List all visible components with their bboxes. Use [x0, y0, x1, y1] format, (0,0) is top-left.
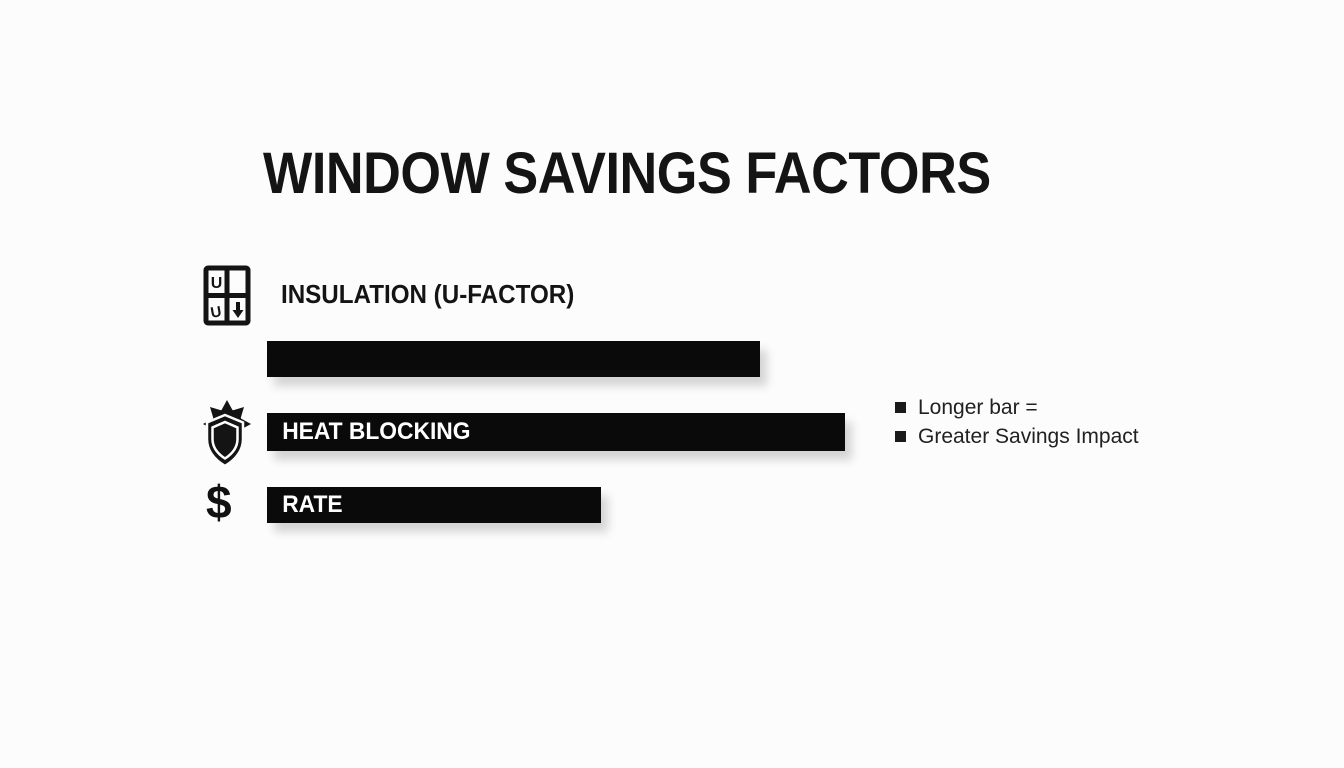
heat-blocking-bar: HEAT BLOCKING — [267, 413, 845, 451]
dollar-icon: $ — [206, 476, 232, 528]
square-bullet-icon — [895, 402, 906, 413]
window-u-factor-icon: U U — [203, 265, 251, 326]
legend-text-2: Greater Savings Impact — [918, 425, 1139, 448]
legend-line-1: Longer bar = — [895, 395, 1139, 420]
sun-shield-icon — [203, 400, 251, 468]
u-letter-top: U — [211, 275, 223, 292]
insulation-label: INSULATION (U-FACTOR) — [281, 279, 575, 309]
legend-text-1: Longer bar = — [918, 396, 1038, 419]
square-bullet-icon — [895, 431, 906, 442]
u-letter-bottom: U — [209, 303, 223, 322]
insulation-bar — [267, 341, 760, 377]
rate-label: RATE — [282, 491, 343, 518]
legend-line-2: Greater Savings Impact — [895, 424, 1139, 449]
shield-icon — [205, 413, 245, 468]
page-title: WINDOW SAVINGS FACTORS — [263, 141, 991, 206]
down-arrow-icon — [232, 302, 244, 318]
legend: Longer bar = Greater Savings Impact — [895, 395, 1139, 449]
rate-bar: RATE — [267, 487, 601, 523]
heat-blocking-label: HEAT BLOCKING — [282, 418, 471, 445]
